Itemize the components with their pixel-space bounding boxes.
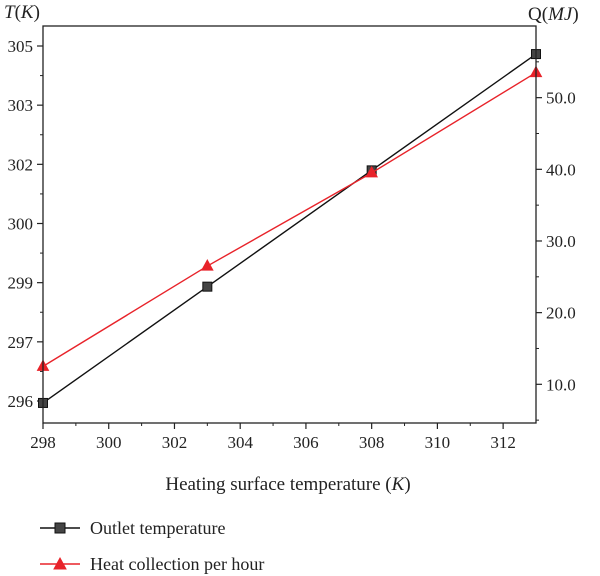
left-axis-symbol: T: [4, 2, 16, 23]
series-layer: [36, 49, 543, 408]
x-tick-label: 302: [162, 433, 188, 452]
left-axis-unit: K: [20, 2, 35, 23]
x-axis-unit: K: [391, 474, 406, 495]
legend: Outlet temperature Heat collection per h…: [40, 518, 264, 574]
right-axis-symbol: Q: [528, 4, 542, 25]
x-tick-label: 312: [490, 433, 516, 452]
left-tick-label: 300: [8, 215, 34, 234]
legend-item-outlet-temperature: Outlet temperature: [40, 518, 225, 538]
x-tick-label: 310: [425, 433, 451, 452]
left-tick-label: 303: [8, 96, 34, 115]
bottom-axis-ticks: 298 300 302 304 306 308 310 312: [30, 423, 516, 452]
left-tick-label: 305: [8, 37, 34, 56]
right-tick-label: 50.0: [546, 89, 576, 108]
data-point-triangle: [200, 259, 214, 271]
series-line: [42, 71, 537, 367]
right-axis-unit: MJ: [547, 4, 574, 25]
left-tick-label: 297: [8, 333, 34, 352]
series-outlet-temperature: [38, 49, 541, 408]
legend-item-heat-collection: Heat collection per hour: [40, 554, 264, 574]
data-point-triangle: [365, 165, 379, 178]
right-axis-ticks: 10.0 20.0 30.0 40.0 50.0: [536, 61, 576, 421]
plot-frame: [42, 25, 537, 424]
legend-label-outlet-temperature: Outlet temperature: [90, 518, 225, 538]
x-axis-title: Heating surface temperature (K): [165, 474, 410, 495]
left-axis-title: T(K): [4, 2, 40, 23]
right-tick-label: 30.0: [546, 232, 576, 251]
series-heat-collection: [36, 65, 543, 371]
series-line: [42, 53, 537, 404]
legend-marker-triangle: [53, 556, 67, 570]
x-tick-label: 306: [293, 433, 319, 452]
left-tick-label: 296: [8, 392, 34, 411]
legend-label-heat-collection: Heat collection per hour: [90, 554, 264, 574]
right-axis-title: Q(MJ): [528, 4, 579, 25]
right-tick-label: 40.0: [546, 160, 576, 179]
legend-marker-square: [54, 522, 66, 534]
x-tick-label: 304: [227, 433, 253, 452]
left-axis-ticks: 296 297 299 300 302 303 305: [8, 37, 43, 411]
left-tick-label: 302: [8, 155, 34, 174]
left-tick-label: 299: [8, 274, 34, 293]
x-tick-label: 300: [96, 433, 122, 452]
right-tick-label: 10.0: [546, 375, 576, 394]
x-axis-title-suffix: ): [404, 474, 410, 495]
x-axis-title-prefix: Heating surface temperature (: [165, 474, 391, 495]
x-tick-label: 308: [359, 433, 385, 452]
data-point-square: [202, 281, 213, 292]
x-tick-label: 298: [30, 433, 56, 452]
right-tick-label: 20.0: [546, 304, 576, 323]
